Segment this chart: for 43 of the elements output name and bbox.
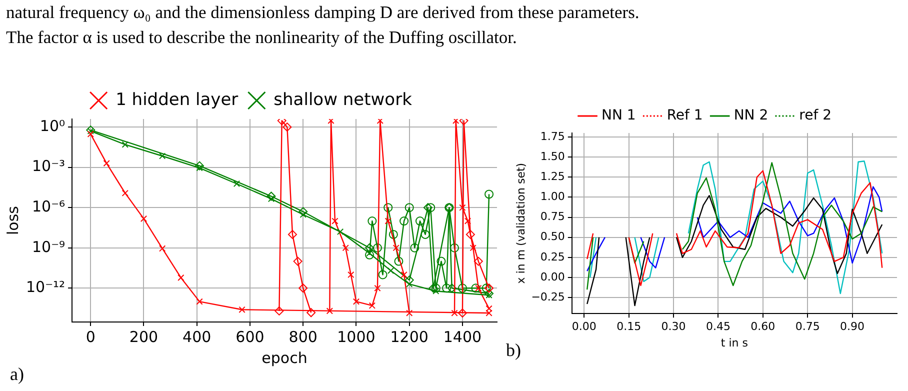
x-tick-label: 0.60 — [750, 320, 776, 334]
legend-label: NN 2 — [734, 108, 768, 124]
y-tick-label: 10⁻³ — [32, 157, 66, 176]
y-tick-label: 1.00 — [540, 190, 565, 204]
x-tick-label: 800 — [288, 328, 318, 346]
text: b) — [506, 340, 521, 361]
y-axis-title: loss — [4, 206, 22, 235]
x-tick-label: 0 — [86, 328, 96, 346]
x-tick-label: 0.30 — [661, 320, 686, 334]
y-tick-label: −0.25 — [531, 290, 565, 304]
x-tick-label: 1400 — [443, 328, 482, 346]
y-tick-label: 0.00 — [540, 270, 565, 284]
y-tick-label: 1.25 — [540, 170, 565, 184]
x-tick-label: 0.75 — [795, 320, 820, 334]
legend-label: 1 hidden layer — [116, 90, 238, 110]
x-tick-label: 0.90 — [840, 320, 865, 334]
x-tick-label: 600 — [236, 328, 264, 346]
legend-label: ref 2 — [799, 108, 832, 124]
y-tick-label: 10⁻⁶ — [32, 198, 66, 216]
y-tick-label: 10⁻¹² — [26, 278, 66, 296]
x-tick-label: 200 — [129, 328, 158, 346]
x-tick-label: 0.45 — [706, 320, 730, 334]
legend-label: Ref 1 — [666, 108, 703, 124]
x-tick-label: 0.00 — [572, 320, 596, 334]
y-tick-label: 0.75 — [540, 210, 565, 224]
text: natural frequency ω₀ and the dimensionless damping D are derived from these parameters. — [6, 2, 640, 23]
y-tick-label: 1.50 — [540, 150, 565, 163]
legend-label: NN 1 — [602, 108, 636, 124]
y-tick-label: 10⁻⁹ — [32, 238, 66, 256]
x-axis-title: t in s — [720, 336, 748, 350]
y-axis-title: x in m (validation set) — [514, 162, 528, 284]
y-tick-label: 0.50 — [540, 230, 565, 244]
y-tick-label: 1.75 — [540, 130, 565, 143]
text: The factor α is used to describe the nonlinearity of the Duffing oscillator. — [6, 27, 517, 48]
text: a) — [10, 364, 24, 385]
legend-label: shallow network — [274, 90, 412, 110]
x-tick-label: 1200 — [390, 328, 428, 346]
x-tick-label: 1000 — [337, 328, 376, 346]
x-axis-title: epoch — [262, 348, 308, 367]
y-tick-label: 0.25 — [540, 250, 565, 264]
x-tick-label: 400 — [182, 328, 212, 346]
x-tick-label: 0.15 — [616, 320, 642, 334]
y-tick-label: 10⁰ — [40, 116, 66, 135]
